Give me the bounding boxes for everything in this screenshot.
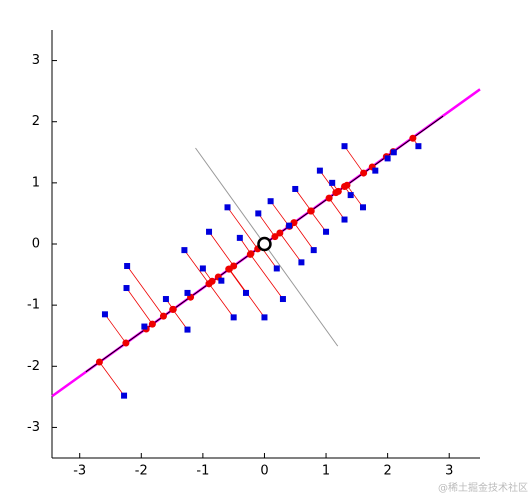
projection-line bbox=[310, 210, 327, 233]
data-point bbox=[224, 204, 231, 211]
projection-point bbox=[325, 194, 333, 202]
x-tick-label: 3 bbox=[445, 464, 453, 479]
data-point bbox=[184, 289, 191, 296]
projection-line bbox=[249, 254, 284, 300]
data-point bbox=[323, 228, 330, 235]
projection-point bbox=[122, 339, 130, 347]
watermark: @稀土掘金技术社区 bbox=[438, 481, 528, 494]
projection-line bbox=[228, 268, 247, 294]
data-point bbox=[218, 277, 225, 284]
y-tick-label: 0 bbox=[32, 237, 40, 252]
data-point bbox=[341, 216, 348, 223]
projection-line bbox=[270, 200, 290, 227]
projection-line bbox=[208, 231, 234, 267]
projection-point bbox=[307, 207, 315, 215]
projection-line bbox=[227, 207, 259, 250]
x-tick-label: -3 bbox=[73, 464, 86, 479]
data-point bbox=[415, 143, 422, 150]
projection-point bbox=[290, 219, 298, 227]
data-point bbox=[206, 228, 213, 235]
data-point bbox=[199, 265, 206, 272]
projection-line bbox=[126, 287, 153, 325]
projection-point bbox=[159, 312, 167, 320]
projection-point bbox=[169, 305, 177, 313]
projection-line bbox=[319, 170, 337, 193]
data-point bbox=[123, 285, 130, 292]
data-point bbox=[316, 167, 323, 174]
projection-line bbox=[99, 361, 125, 396]
y-tick-label: -2 bbox=[27, 359, 40, 374]
data-point bbox=[384, 155, 391, 162]
data-point bbox=[162, 296, 169, 303]
data-point bbox=[236, 234, 243, 241]
projection-line bbox=[104, 314, 127, 344]
projection-point bbox=[95, 358, 103, 366]
projection-point bbox=[409, 134, 417, 142]
data-point bbox=[124, 263, 131, 270]
y-tick-label: 3 bbox=[32, 53, 40, 68]
projection-point bbox=[276, 229, 284, 237]
data-point bbox=[279, 296, 286, 303]
data-point bbox=[359, 204, 366, 211]
data-point bbox=[329, 179, 336, 186]
projection-point bbox=[205, 280, 213, 288]
data-point bbox=[181, 247, 188, 254]
data-point bbox=[184, 326, 191, 333]
data-point bbox=[255, 210, 262, 217]
y-tick-label: -3 bbox=[27, 420, 40, 435]
data-point bbox=[121, 392, 128, 399]
data-point bbox=[230, 314, 237, 321]
data-point bbox=[242, 289, 249, 296]
projection-line bbox=[184, 249, 210, 284]
data-point bbox=[341, 143, 348, 150]
projection-line bbox=[172, 309, 188, 330]
projection-line bbox=[126, 265, 164, 317]
data-point bbox=[267, 198, 274, 205]
projection-point bbox=[360, 169, 368, 177]
data-point bbox=[141, 323, 148, 330]
data-point bbox=[273, 265, 280, 272]
data-point bbox=[347, 192, 354, 199]
data-point bbox=[390, 149, 397, 156]
x-tick-label: -1 bbox=[196, 464, 209, 479]
projection-line bbox=[328, 197, 345, 220]
data-point bbox=[372, 167, 379, 174]
mean-point bbox=[257, 236, 272, 252]
x-tick-label: -2 bbox=[135, 464, 148, 479]
projection-point bbox=[271, 233, 279, 241]
projection-line bbox=[294, 188, 312, 212]
projection-point bbox=[246, 250, 254, 258]
projection-line bbox=[279, 232, 302, 263]
x-tick-label: 2 bbox=[383, 464, 391, 479]
x-tick-label: 1 bbox=[322, 464, 330, 479]
data-point bbox=[310, 247, 317, 254]
y-tick-label: -1 bbox=[27, 298, 40, 313]
projection-line bbox=[257, 213, 276, 237]
projection-point bbox=[148, 320, 156, 328]
projection-point bbox=[343, 181, 351, 189]
projection-line bbox=[344, 145, 364, 174]
data-point bbox=[261, 314, 268, 321]
data-point bbox=[298, 259, 305, 266]
projection-line bbox=[208, 283, 234, 318]
data-point bbox=[292, 185, 299, 192]
projection-point bbox=[225, 265, 233, 273]
projection-line bbox=[293, 222, 315, 251]
y-tick-label: 2 bbox=[32, 114, 40, 129]
data-point bbox=[286, 222, 293, 229]
y-tick-label: 1 bbox=[32, 175, 40, 190]
data-point bbox=[101, 311, 108, 318]
projection-point bbox=[334, 187, 342, 195]
projection-line bbox=[346, 185, 364, 208]
x-tick-label: 0 bbox=[260, 464, 268, 479]
